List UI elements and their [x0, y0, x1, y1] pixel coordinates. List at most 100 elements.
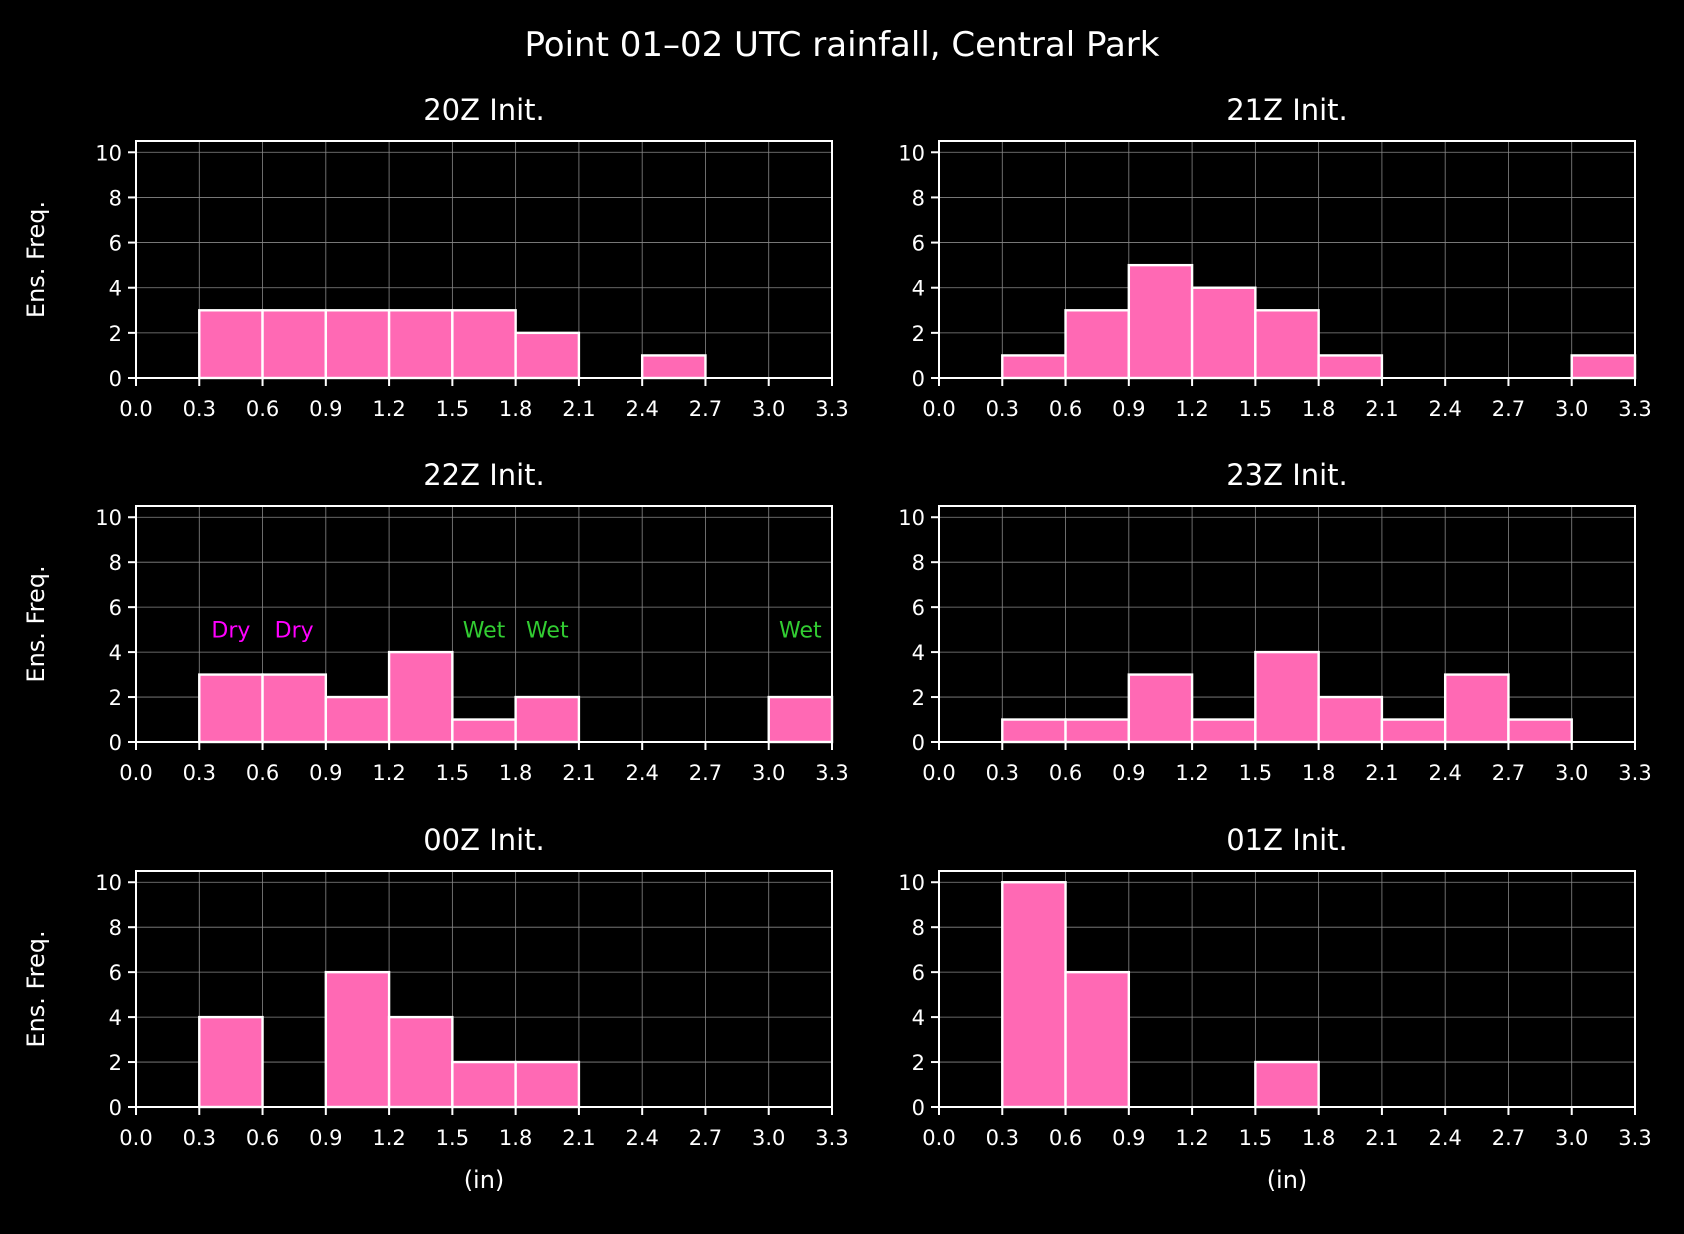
y-tick-label: 10: [95, 141, 122, 165]
panels-container: 0.0 0.3 0.6 0.9 1.2 1.5 1.8 2.1 2.4 2.7 3.0 3.3 0 2 4 6…: [22, 93, 1652, 1194]
x-tick-label: 1.5: [436, 397, 469, 421]
x-tick-label: 0.9: [1112, 761, 1145, 785]
x-tick-label: 0.6: [1049, 761, 1082, 785]
x-tick-label: 2.4: [1428, 1126, 1461, 1150]
axes-frame: [135, 140, 833, 379]
x-tick-label: 3.3: [815, 397, 848, 421]
y-tick-label: 8: [912, 551, 925, 575]
histogram-bar: [1254, 309, 1320, 380]
panel-title: 22Z Init.: [423, 458, 545, 492]
x-tick-label: 1.2: [372, 397, 405, 421]
y-tick-label: 2: [912, 1051, 925, 1075]
x-tick-label: 1.2: [1175, 761, 1208, 785]
histogram-bar: [324, 970, 391, 1109]
x-tick-label: 3.3: [1618, 761, 1651, 785]
x-tick-label: 0.6: [1049, 397, 1082, 421]
histogram-bar: [451, 1060, 517, 1109]
x-axis-label: (in): [464, 1166, 505, 1194]
panel-title: 00Z Init.: [423, 823, 545, 857]
histogram-bar: [387, 650, 454, 744]
histogram-bar: [324, 695, 391, 744]
histogram-bar: [451, 718, 517, 744]
x-tick-label: 0.9: [309, 761, 342, 785]
x-tick-label: 2.1: [562, 761, 595, 785]
x-tick-label: 3.0: [1555, 397, 1588, 421]
histogram-bar: [1001, 718, 1067, 744]
y-tick-label: 0: [109, 731, 122, 755]
x-tick-label: 0.3: [183, 761, 216, 785]
y-tick-label: 6: [109, 961, 122, 985]
x-tick-label: 0.3: [183, 1126, 216, 1150]
dry-annotation: Dry: [275, 619, 314, 644]
x-tick-label: 3.3: [815, 761, 848, 785]
x-tick-label: 2.4: [625, 1126, 658, 1150]
x-tick-label: 2.7: [1492, 761, 1525, 785]
x-tick-label: 0.0: [922, 761, 955, 785]
x-tick-label: 2.1: [1365, 761, 1398, 785]
axes-frame: [135, 505, 833, 743]
histogram-bar: [451, 309, 517, 380]
wet-annotation: Wet: [463, 619, 506, 644]
y-tick-label: 8: [912, 916, 925, 940]
x-tick-label: 0.9: [309, 1126, 342, 1150]
x-tick-label: 1.8: [499, 1126, 532, 1150]
x-tick-label: 0.6: [1049, 1126, 1082, 1150]
x-tick-label: 2.1: [1365, 397, 1398, 421]
x-tick-label: 1.8: [1302, 1126, 1335, 1150]
y-tick-label: 2: [912, 686, 925, 710]
y-tick-label: 0: [912, 731, 925, 755]
histogram-bar: [198, 1015, 264, 1109]
x-tick-label: 2.1: [562, 1126, 595, 1150]
histogram-bar: [1190, 286, 1257, 380]
y-tick-label: 6: [109, 596, 122, 620]
histogram-bar: [1254, 650, 1320, 744]
axes-frame: [938, 505, 1636, 743]
x-tick-label: 2.7: [1492, 397, 1525, 421]
x-tick-label: 1.8: [1302, 397, 1335, 421]
y-tick-label: 4: [109, 1006, 122, 1030]
histogram-bar: [1064, 718, 1131, 744]
x-tick-label: 1.8: [499, 397, 532, 421]
y-tick-label: 0: [912, 1096, 925, 1120]
x-tick-label: 0.0: [922, 397, 955, 421]
y-tick-label: 8: [109, 551, 122, 575]
histogram-bar: [1064, 309, 1131, 380]
histogram-bar: [1570, 354, 1637, 380]
x-tick-label: 3.0: [752, 761, 785, 785]
x-tick-label: 2.7: [1492, 1126, 1525, 1150]
panel-4: 0.0 0.3 0.6 0.9 1.2 1.5 1.8 2.1 2.4 2.7 3.0 3.3 0 2 4 6…: [22, 823, 849, 1194]
x-tick-label: 2.4: [1428, 761, 1461, 785]
x-tick-label: 2.1: [562, 397, 595, 421]
y-tick-label: 0: [912, 367, 925, 391]
figure-title: Point 01–02 UTC rainfall, Central Park: [525, 25, 1160, 65]
y-tick-label: 10: [898, 141, 925, 165]
x-tick-label: 1.2: [1175, 397, 1208, 421]
x-axis-label: (in): [1267, 1166, 1308, 1194]
histogram-bar: [1380, 718, 1447, 744]
x-tick-label: 0.9: [309, 397, 342, 421]
x-tick-label: 0.9: [1112, 397, 1145, 421]
histogram-bar: [640, 354, 707, 380]
y-tick-label: 4: [912, 1006, 925, 1030]
y-tick-label: 10: [95, 871, 122, 895]
x-tick-label: 2.7: [689, 1126, 722, 1150]
x-tick-label: 0.0: [922, 1126, 955, 1150]
panel-title: 21Z Init.: [1226, 93, 1348, 127]
histogram-bar: [261, 309, 328, 380]
histogram-bar: [514, 331, 581, 380]
x-tick-label: 3.3: [1618, 397, 1651, 421]
x-tick-label: 0.6: [246, 761, 279, 785]
x-tick-label: 2.4: [1428, 397, 1461, 421]
histogram-bar: [387, 309, 454, 380]
y-axis-label: Ens. Freq.: [22, 930, 50, 1047]
histogram-bar: [1001, 354, 1067, 380]
y-tick-label: 6: [912, 596, 925, 620]
histogram-bar: [1127, 673, 1194, 744]
axes-frame: [938, 140, 1636, 379]
x-tick-label: 2.7: [689, 397, 722, 421]
panel-title: 01Z Init.: [1226, 823, 1348, 857]
y-tick-label: 0: [109, 367, 122, 391]
y-tick-label: 4: [109, 641, 122, 665]
